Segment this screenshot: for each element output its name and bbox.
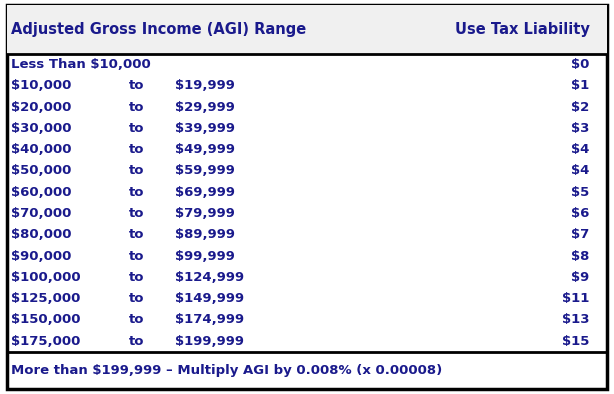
Text: $8: $8 xyxy=(571,250,589,262)
Text: $6: $6 xyxy=(571,207,589,220)
Text: $13: $13 xyxy=(562,314,589,326)
Text: $2: $2 xyxy=(571,101,589,113)
Text: $175,000: $175,000 xyxy=(11,335,80,348)
Text: to: to xyxy=(129,314,144,326)
Text: $10,000: $10,000 xyxy=(11,80,71,92)
Text: $1: $1 xyxy=(571,80,589,92)
Text: to: to xyxy=(129,292,144,305)
Text: $40,000: $40,000 xyxy=(11,143,72,156)
Text: $20,000: $20,000 xyxy=(11,101,71,113)
Text: to: to xyxy=(129,335,144,348)
Text: $69,999: $69,999 xyxy=(175,186,235,199)
Text: $19,999: $19,999 xyxy=(175,80,235,92)
Text: $50,000: $50,000 xyxy=(11,165,71,177)
Text: Use Tax Liability: Use Tax Liability xyxy=(454,22,589,37)
Text: $3: $3 xyxy=(571,122,589,135)
Text: $7: $7 xyxy=(571,229,589,241)
Text: $79,999: $79,999 xyxy=(175,207,235,220)
Text: to: to xyxy=(129,101,144,113)
Text: $100,000: $100,000 xyxy=(11,271,80,284)
Text: Less Than $10,000: Less Than $10,000 xyxy=(11,58,151,71)
Text: $4: $4 xyxy=(571,143,589,156)
Text: $149,999: $149,999 xyxy=(175,292,244,305)
Text: $11: $11 xyxy=(562,292,589,305)
Text: $60,000: $60,000 xyxy=(11,186,72,199)
Text: $150,000: $150,000 xyxy=(11,314,80,326)
Text: to: to xyxy=(129,229,144,241)
Text: $80,000: $80,000 xyxy=(11,229,72,241)
Text: $174,999: $174,999 xyxy=(175,314,244,326)
Text: $90,000: $90,000 xyxy=(11,250,71,262)
Text: $124,999: $124,999 xyxy=(175,271,244,284)
Text: $125,000: $125,000 xyxy=(11,292,80,305)
Text: $15: $15 xyxy=(562,335,589,348)
Text: $39,999: $39,999 xyxy=(175,122,235,135)
Text: $99,999: $99,999 xyxy=(175,250,235,262)
Text: $199,999: $199,999 xyxy=(175,335,244,348)
Text: $49,999: $49,999 xyxy=(175,143,235,156)
Text: to: to xyxy=(129,165,144,177)
Text: $89,999: $89,999 xyxy=(175,229,235,241)
Text: to: to xyxy=(129,250,144,262)
Text: $5: $5 xyxy=(571,186,589,199)
Text: $9: $9 xyxy=(571,271,589,284)
Text: More than $199,999 – Multiply AGI by 0.008% (x 0.00008): More than $199,999 – Multiply AGI by 0.0… xyxy=(11,364,442,377)
Text: $4: $4 xyxy=(571,165,589,177)
Text: $0: $0 xyxy=(571,58,589,71)
Text: to: to xyxy=(129,271,144,284)
Text: to: to xyxy=(129,80,144,92)
Text: to: to xyxy=(129,186,144,199)
Text: $70,000: $70,000 xyxy=(11,207,71,220)
Text: $30,000: $30,000 xyxy=(11,122,72,135)
Text: Adjusted Gross Income (AGI) Range: Adjusted Gross Income (AGI) Range xyxy=(11,22,306,37)
Text: $29,999: $29,999 xyxy=(175,101,235,113)
Text: to: to xyxy=(129,122,144,135)
Bar xyxy=(7,5,607,54)
Text: $59,999: $59,999 xyxy=(175,165,235,177)
Text: to: to xyxy=(129,143,144,156)
Text: to: to xyxy=(129,207,144,220)
